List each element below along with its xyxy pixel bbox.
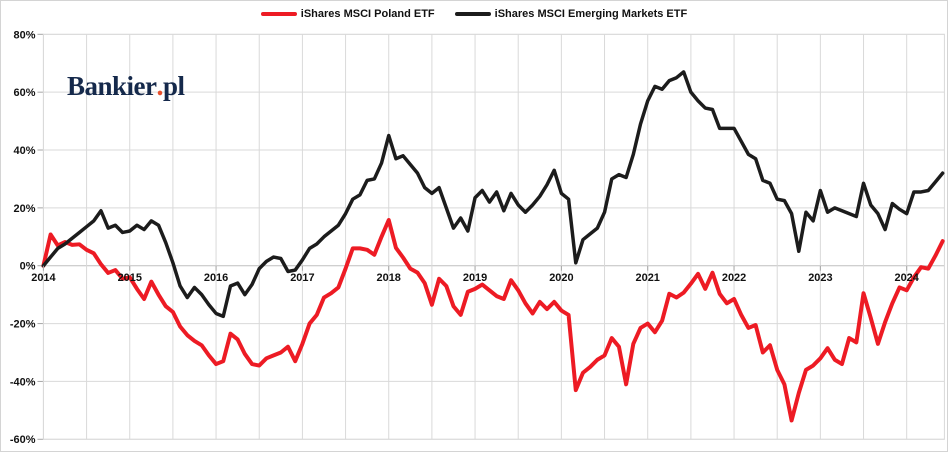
series-line-ishares-msci-emerging-markets-etf: [41, 70, 945, 319]
x-axis-label: 2021: [636, 272, 660, 284]
y-axis-label: -20%: [10, 319, 36, 331]
plot-border: [42, 33, 945, 440]
x-axis-label: 2014: [31, 272, 56, 284]
x-axis-label: 2016: [204, 272, 228, 284]
x-axis-label: 2022: [722, 272, 746, 284]
series-line-ishares-msci-poland-etf: [41, 218, 945, 423]
y-axis-label: 60%: [14, 87, 36, 99]
x-axis-label: 2018: [377, 272, 401, 284]
y-axis-label: 0%: [20, 261, 36, 273]
x-axis-label: 2023: [808, 272, 832, 284]
y-axis-label: 20%: [14, 203, 36, 215]
x-axis-label: 2017: [290, 272, 314, 284]
y-axis-label: 80%: [14, 29, 36, 41]
bankier-logo-text: Bankier: [67, 71, 157, 101]
x-axis-label: 2024: [895, 272, 920, 284]
y-axis-label: -60%: [10, 434, 36, 446]
x-axis-label: 2019: [463, 272, 487, 284]
x-axis-label: 2020: [549, 272, 573, 284]
bankier-logo-dot: .: [156, 71, 164, 102]
y-axis-label: 40%: [14, 145, 36, 157]
x-axis-label: 2015: [118, 272, 142, 284]
bankier-logo-suffix: pl: [163, 71, 185, 101]
y-axis-label: -40%: [10, 376, 36, 388]
bankier-logo: Bankier.pl: [67, 73, 185, 101]
